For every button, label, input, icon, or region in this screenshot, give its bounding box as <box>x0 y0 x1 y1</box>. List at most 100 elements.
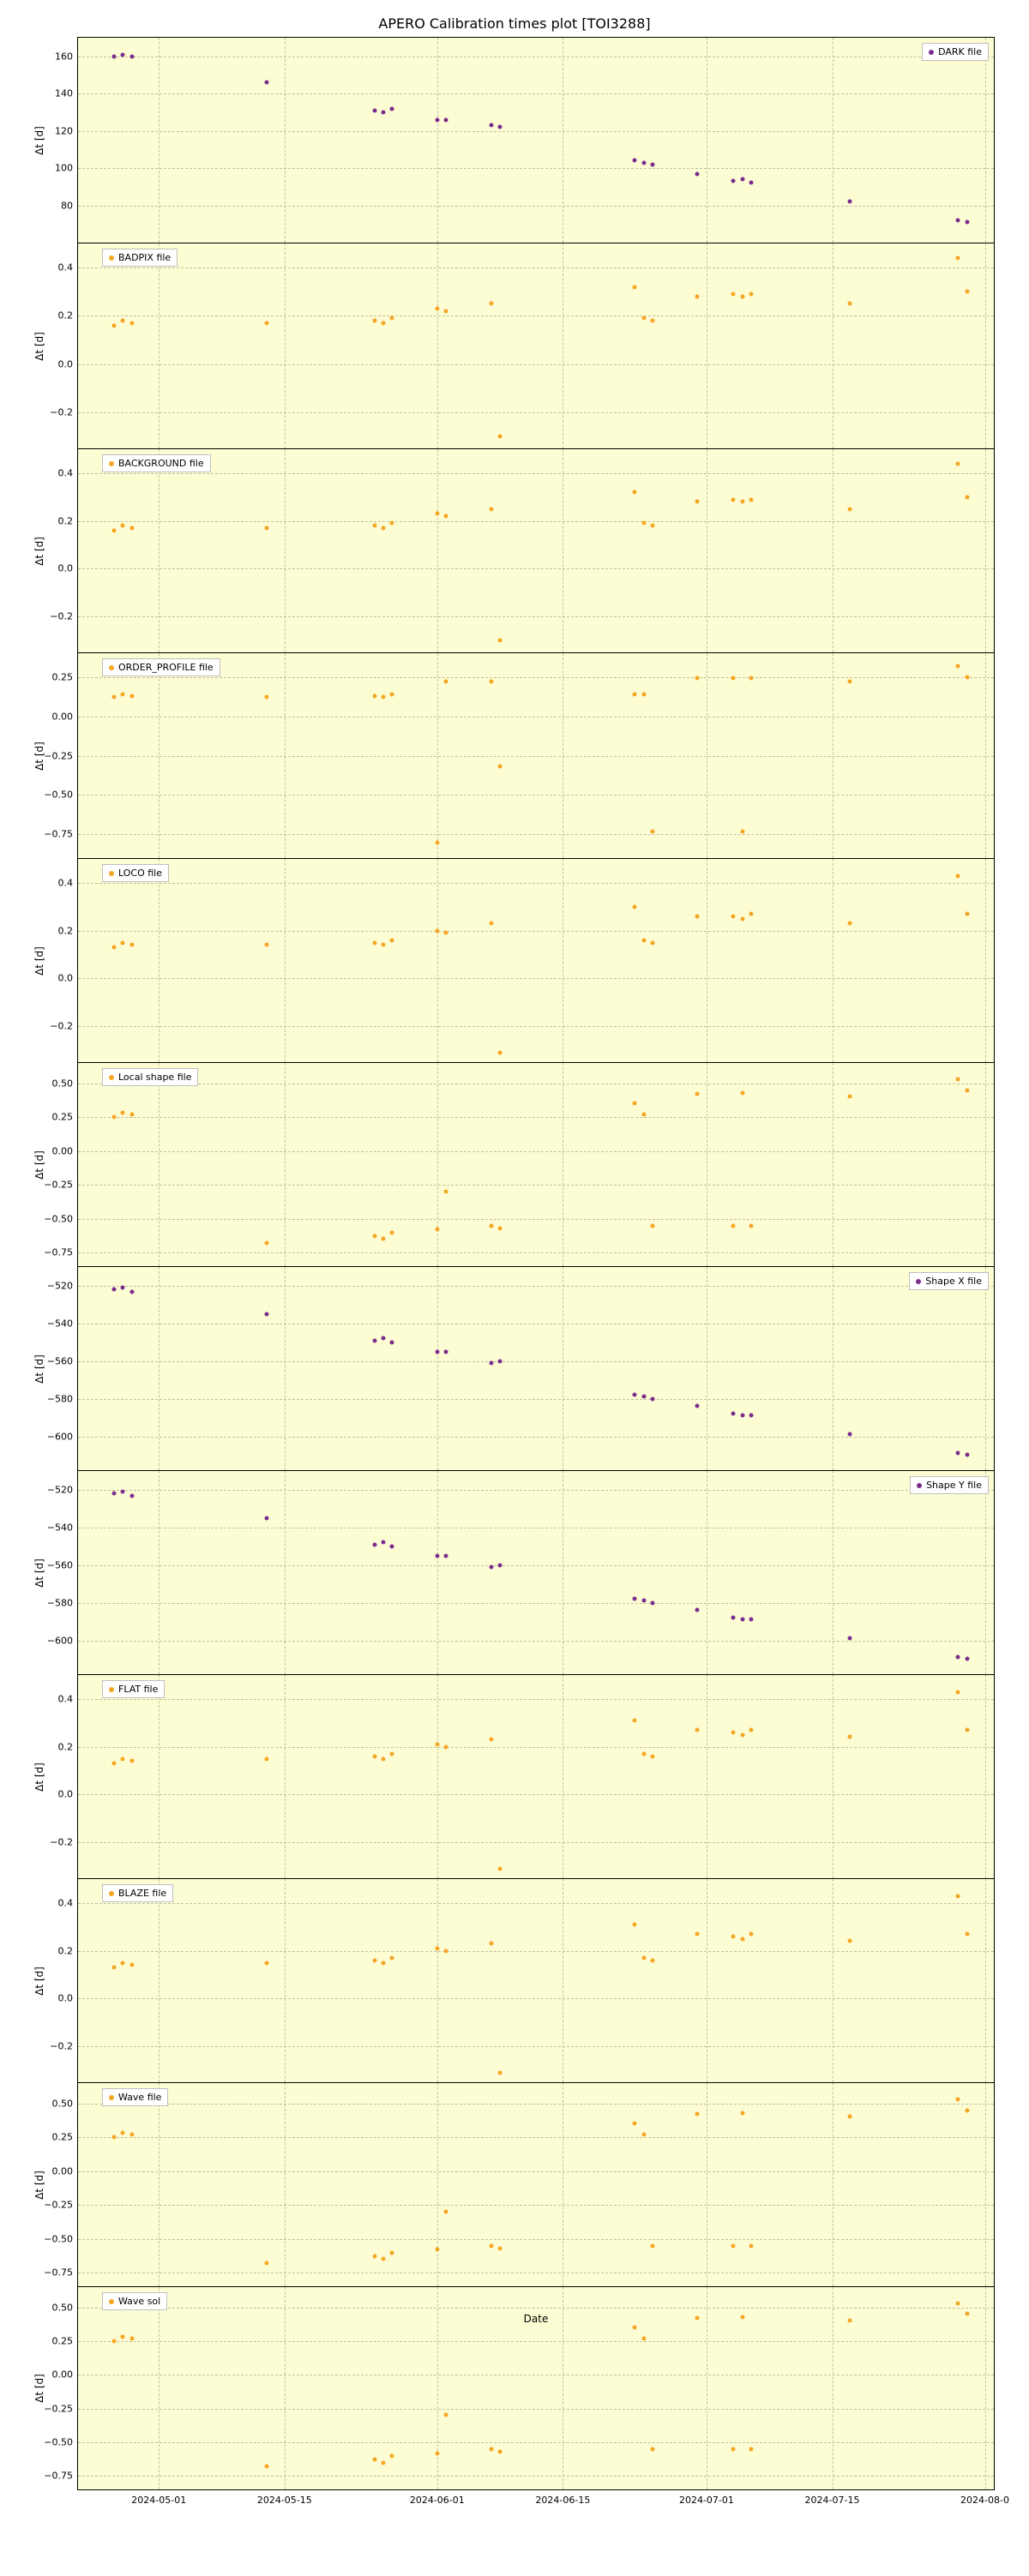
ytick-label: 0.0 <box>58 1789 79 1800</box>
data-point <box>121 1111 125 1115</box>
legend: Wave sol <box>102 2292 167 2310</box>
data-point <box>956 1894 960 1898</box>
ytick-label: 0.50 <box>52 2302 79 2313</box>
data-point <box>489 1360 493 1365</box>
data-point <box>633 1102 637 1106</box>
data-point <box>695 171 700 176</box>
xtick-label: 2024-07-15 <box>805 2489 860 2506</box>
data-point <box>965 912 969 916</box>
data-point <box>633 159 637 163</box>
data-point <box>372 1234 376 1239</box>
data-point <box>651 1600 655 1605</box>
data-point <box>651 2243 655 2248</box>
data-point <box>695 2316 700 2321</box>
data-point <box>641 1395 646 1399</box>
y-axis-label: Δt [d] <box>33 2374 45 2403</box>
data-point <box>390 938 394 942</box>
data-point <box>372 940 376 945</box>
plot-area <box>78 449 994 652</box>
data-point <box>641 1956 646 1961</box>
panel-2: −0.20.00.20.4Δt [d]BACKGROUND file <box>77 448 995 652</box>
data-point <box>264 526 268 531</box>
data-point <box>651 940 655 945</box>
plot-area <box>78 243 994 448</box>
legend-swatch <box>109 665 114 670</box>
data-point <box>965 2108 969 2112</box>
ytick-label: 0.00 <box>52 2165 79 2177</box>
data-point <box>848 1636 852 1641</box>
data-point <box>444 2210 448 2214</box>
data-point <box>489 1564 493 1569</box>
ytick-label: 0.4 <box>58 1897 79 1908</box>
data-point <box>121 940 125 945</box>
ytick-label: 0.25 <box>52 1112 79 1123</box>
legend-label: BLAZE file <box>118 1888 166 1899</box>
data-point <box>111 54 116 58</box>
legend-swatch <box>109 871 114 876</box>
data-point <box>372 2255 376 2259</box>
data-point <box>740 2111 744 2115</box>
data-point <box>489 302 493 306</box>
data-point <box>848 680 852 684</box>
data-point <box>111 1492 116 1496</box>
panel-11: −0.75−0.50−0.250.000.250.50Δt [d]Wave so… <box>77 2286 995 2490</box>
figure-title: APERO Calibration times plot [TOI3288] <box>0 0 1029 37</box>
data-point <box>633 285 637 289</box>
data-point <box>390 2250 394 2255</box>
ytick-label: 0.50 <box>52 2098 79 2109</box>
legend-swatch <box>109 1687 114 1692</box>
data-point <box>956 218 960 222</box>
data-point <box>111 1966 116 1970</box>
data-point <box>498 1050 502 1054</box>
data-point <box>740 294 744 298</box>
legend-label: ORDER_PROFILE file <box>118 662 214 673</box>
legend: FLAT file <box>102 1680 165 1698</box>
ytick-label: −0.75 <box>44 2471 78 2482</box>
legend-swatch <box>916 1279 921 1284</box>
data-point <box>264 1961 268 1965</box>
ytick-label: −540 <box>47 1318 78 1329</box>
legend: DARK file <box>922 43 989 61</box>
data-point <box>498 2246 502 2250</box>
data-point <box>390 1230 394 1234</box>
data-point <box>641 1752 646 1756</box>
ytick-label: 80 <box>61 200 78 211</box>
data-point <box>740 177 744 182</box>
data-point <box>731 1934 736 1938</box>
data-point <box>848 1095 852 1099</box>
data-point <box>435 2451 439 2455</box>
data-point <box>848 507 852 511</box>
legend-swatch <box>929 50 934 55</box>
data-point <box>740 1090 744 1095</box>
panel-9: −0.20.00.20.4Δt [d]BLAZE file <box>77 1878 995 2082</box>
ytick-label: −560 <box>47 1559 78 1570</box>
data-point <box>129 1113 134 1117</box>
data-point <box>848 1939 852 1943</box>
ytick-label: −0.2 <box>50 406 78 417</box>
ytick-label: 0.00 <box>52 711 79 722</box>
data-point <box>740 1414 744 1418</box>
data-point <box>390 692 394 696</box>
data-point <box>641 521 646 525</box>
data-point <box>111 1288 116 1292</box>
data-point <box>489 922 493 926</box>
panel-1: −0.20.00.20.4Δt [d]BADPIX file <box>77 243 995 448</box>
plot-area <box>78 2083 994 2286</box>
data-point <box>382 2257 386 2261</box>
data-point <box>382 1961 386 1965</box>
data-point <box>956 1077 960 1081</box>
legend: LOCO file <box>102 864 169 882</box>
ytick-label: −0.2 <box>50 2041 78 2052</box>
data-point <box>372 1958 376 1962</box>
data-point <box>956 2097 960 2101</box>
data-point <box>129 943 134 947</box>
data-point <box>749 1223 754 1228</box>
data-point <box>382 1336 386 1341</box>
data-point <box>651 162 655 166</box>
data-point <box>372 108 376 112</box>
data-point <box>498 1866 502 1870</box>
data-point <box>731 497 736 501</box>
ytick-label: 0.4 <box>58 262 79 273</box>
legend-swatch <box>917 1483 922 1488</box>
legend-swatch <box>109 1891 114 1896</box>
